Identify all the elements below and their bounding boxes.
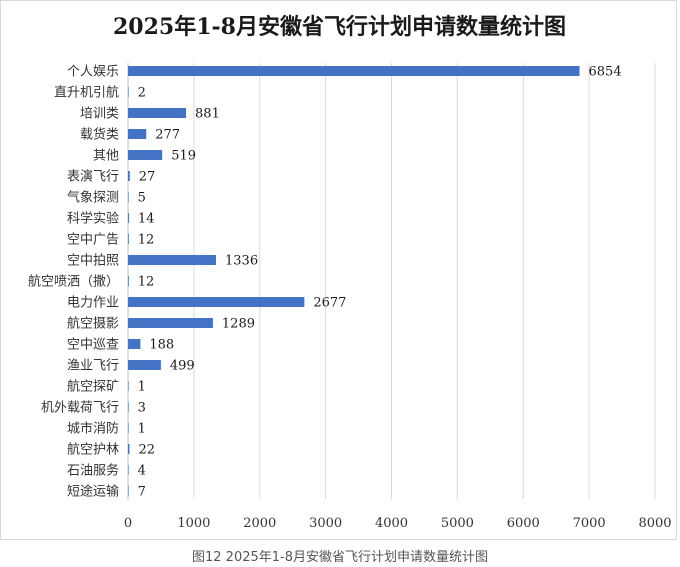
category-label: 短途运输 bbox=[67, 484, 119, 500]
data-label: 14 bbox=[138, 212, 155, 227]
figure-caption: 图12 2025年1-8月安徽省飞行计划申请数量统计图 bbox=[192, 550, 488, 565]
category-label: 石油服务 bbox=[67, 463, 119, 479]
x-tick-label: 5000 bbox=[441, 516, 474, 531]
x-tick-label: 2000 bbox=[243, 516, 276, 531]
category-label: 直升机引航 bbox=[54, 85, 119, 101]
x-tick-label: 4000 bbox=[375, 516, 408, 531]
bar bbox=[128, 108, 187, 118]
data-label: 519 bbox=[171, 149, 196, 164]
category-label: 培训类 bbox=[80, 106, 119, 122]
x-tick-label: 8000 bbox=[638, 516, 671, 531]
x-tick-label: 1000 bbox=[177, 516, 210, 531]
category-label: 个人娱乐 bbox=[67, 65, 119, 80]
category-label: 空中广告 bbox=[67, 233, 119, 248]
data-label: 6854 bbox=[589, 65, 622, 80]
category-label: 气象探测 bbox=[67, 190, 119, 206]
bar bbox=[128, 297, 305, 307]
bar bbox=[128, 87, 129, 97]
data-label: 2677 bbox=[313, 296, 346, 311]
data-label: 188 bbox=[149, 338, 174, 353]
x-tick-label: 3000 bbox=[309, 516, 342, 531]
data-label: 1 bbox=[138, 422, 146, 437]
chart-frame: 2025年1-8月安徽省飞行计划申请数量统计图 0 1000 2000 3000 400… bbox=[0, 0, 677, 540]
data-label: 499 bbox=[170, 359, 195, 374]
data-label: 4 bbox=[138, 464, 146, 479]
category-label: 城市消防 bbox=[67, 421, 119, 437]
category-label: 其他 bbox=[93, 149, 119, 164]
bar bbox=[128, 486, 129, 496]
data-label: 881 bbox=[195, 107, 220, 122]
bar bbox=[128, 276, 129, 286]
data-label: 7 bbox=[138, 485, 146, 500]
category-label: 科学实验 bbox=[67, 211, 119, 227]
category-label: 空中巡查 bbox=[67, 338, 119, 353]
bar bbox=[128, 444, 130, 454]
data-label: 12 bbox=[138, 275, 155, 290]
category-label: 航空喷洒（撒） bbox=[28, 274, 119, 290]
bar bbox=[128, 255, 217, 265]
data-label: 277 bbox=[155, 128, 180, 143]
category-label: 航空探矿 bbox=[67, 379, 119, 395]
data-label: 12 bbox=[138, 233, 155, 248]
bar bbox=[128, 171, 130, 181]
bar bbox=[128, 66, 580, 76]
category-label: 渔业飞行 bbox=[67, 359, 119, 374]
data-label: 22 bbox=[138, 443, 155, 458]
data-label: 3 bbox=[138, 401, 146, 416]
category-label: 空中拍照 bbox=[67, 254, 119, 269]
bar bbox=[128, 150, 163, 160]
category-label: 航空护林 bbox=[67, 442, 119, 458]
bar-chart: 0 1000 2000 3000 4000 5000 6000 7000 8000 个人娱乐 685… bbox=[28, 63, 672, 531]
x-tick-label: 6000 bbox=[507, 516, 540, 531]
bar bbox=[128, 129, 147, 139]
bar bbox=[128, 192, 129, 202]
bar bbox=[128, 318, 213, 328]
bar bbox=[128, 339, 141, 349]
bar bbox=[128, 402, 129, 412]
x-tick-label: 7000 bbox=[573, 516, 606, 531]
data-label: 27 bbox=[139, 170, 156, 185]
category-label: 表演飞行 bbox=[67, 169, 119, 185]
data-label: 5 bbox=[138, 191, 146, 206]
chart-title: 2025年1-8月安徽省飞行计划申请数量统计图 bbox=[113, 14, 566, 40]
x-tick-label: 0 bbox=[124, 516, 132, 531]
data-label: 1336 bbox=[225, 254, 258, 269]
bar bbox=[128, 381, 129, 391]
bar bbox=[128, 360, 161, 370]
bar bbox=[128, 423, 129, 433]
bar bbox=[128, 465, 129, 475]
bar bbox=[128, 234, 129, 244]
category-label: 载货类 bbox=[80, 127, 119, 143]
data-label: 2 bbox=[138, 86, 146, 101]
category-label: 航空摄影 bbox=[67, 316, 119, 332]
data-label: 1 bbox=[138, 380, 146, 395]
category-label: 机外载荷飞行 bbox=[41, 401, 119, 416]
bar bbox=[128, 213, 129, 223]
data-label: 1289 bbox=[222, 317, 255, 332]
category-label: 电力作业 bbox=[67, 296, 119, 311]
